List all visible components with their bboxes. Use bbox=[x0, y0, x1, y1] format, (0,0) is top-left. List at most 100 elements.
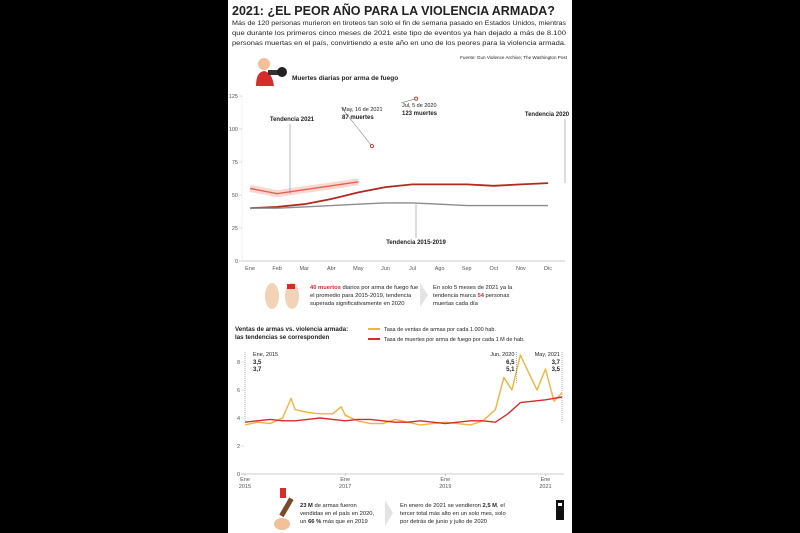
fact-line: tendencia marca 54 personas bbox=[433, 293, 509, 299]
x-tick-label: Ene bbox=[440, 477, 450, 483]
fact-text: de armas fueron bbox=[313, 503, 357, 509]
fact-text: En enero de 2021 se vendieron bbox=[400, 503, 483, 509]
trend-line bbox=[250, 202, 548, 209]
point-value: 87 muertes bbox=[342, 115, 374, 121]
intro-line: personas muertas en el país, convirtiend… bbox=[232, 40, 566, 47]
fact-text: vendidas en el país en 2020, bbox=[300, 511, 375, 517]
title: 2021: ¿EL PEOR AÑO PARA LA VIOLENCIA ARM… bbox=[232, 3, 555, 18]
x-tick-label: Abr bbox=[327, 266, 336, 272]
x-tick-label: Nov bbox=[516, 266, 526, 272]
fact-text: 40 muertos bbox=[310, 285, 341, 291]
annotation-value: 3,7 bbox=[552, 360, 561, 366]
y-tick-label: 6 bbox=[237, 388, 240, 394]
shooter-icon bbox=[256, 58, 287, 86]
fact-text: , el bbox=[497, 503, 505, 509]
x-tick-label: Jun bbox=[381, 266, 390, 272]
fact-line: muertas cada día bbox=[433, 301, 479, 307]
annotation-date: Jun, 2020 bbox=[490, 352, 514, 358]
y-tick-label: 0 bbox=[237, 472, 240, 478]
fact-text: personas bbox=[484, 293, 510, 299]
x-tick-label: Mar bbox=[299, 266, 309, 272]
fact-line: En enero de 2021 se vendieron 2,5 M, el bbox=[400, 503, 505, 509]
fact-text: el promedio para 2015-2019, tendencia bbox=[310, 293, 412, 299]
arrow bbox=[420, 283, 428, 307]
fact-line: tercer total más alto en un solo mes, so… bbox=[400, 511, 506, 517]
chart-title: las tendencias se corresponden bbox=[235, 334, 329, 341]
fact-line: 23 M de armas fueron bbox=[300, 503, 357, 509]
logo bbox=[556, 500, 564, 520]
panel bbox=[228, 0, 572, 533]
trend-line bbox=[249, 182, 549, 210]
annotation-value: 3,7 bbox=[253, 367, 262, 373]
x-tick-label: Sep bbox=[462, 266, 472, 272]
arrow bbox=[385, 500, 393, 526]
x-tick-label: Ene bbox=[240, 477, 250, 483]
fact-text: tendencia marca bbox=[433, 293, 477, 299]
fact-text: 54 bbox=[477, 293, 484, 299]
fact-text: un bbox=[300, 519, 308, 525]
x-tick-label: Jul bbox=[409, 266, 416, 272]
annotation-value: 6,5 bbox=[506, 360, 515, 366]
fact-line: 40 muertos diarios por arma de fuego fue bbox=[310, 285, 418, 291]
x-tick-label: Ene bbox=[245, 266, 255, 272]
leader bbox=[340, 106, 373, 147]
point-date: May, 16 de 2021 bbox=[342, 107, 383, 113]
highlight-point bbox=[369, 144, 374, 149]
fact-text: por detrás de junio y julio de 2020 bbox=[400, 519, 487, 525]
legend-label: Tasa de ventas de armas por cada 1.000 h… bbox=[384, 327, 496, 333]
point-value: 123 muertes bbox=[402, 111, 438, 117]
x-tick-year: 2021 bbox=[539, 484, 551, 490]
series-line bbox=[244, 396, 563, 425]
fact-text: 2,5 M bbox=[483, 503, 498, 509]
chart-title: Muertes diarias por arma de fuego bbox=[292, 75, 398, 82]
annotation-value: 3,5 bbox=[552, 367, 561, 373]
x-tick-label: Ene bbox=[541, 477, 551, 483]
source: Fuente: Gun Violence Archive; The Washin… bbox=[460, 55, 568, 60]
fact-text: superada significativamente en 2020 bbox=[310, 301, 404, 307]
fact-line: un 66 % más que en 2019 bbox=[300, 519, 368, 525]
x-tick-label: Ene bbox=[340, 477, 350, 483]
trend-line bbox=[249, 181, 359, 195]
intro-line: que durante los primeros cinco meses de … bbox=[232, 30, 566, 37]
y-tick-label: 25 bbox=[232, 226, 238, 232]
highlight-point bbox=[414, 96, 419, 101]
y-tick-label: 75 bbox=[232, 160, 238, 166]
y-tick-label: 4 bbox=[237, 416, 240, 422]
chart-title: Ventas de armas vs. violencia armada: bbox=[235, 326, 348, 333]
annotation-value: 5,1 bbox=[506, 367, 515, 373]
legend-label: Tendencia 2015-2019 bbox=[386, 240, 446, 246]
y-tick-label: 8 bbox=[237, 360, 240, 366]
x-tick-label: Feb bbox=[272, 266, 281, 272]
x-tick-label: Dic bbox=[544, 266, 552, 272]
annotation-value: 3,5 bbox=[253, 360, 262, 366]
x-tick-year: 2017 bbox=[339, 484, 351, 490]
x-tick-label: Ago bbox=[435, 266, 445, 272]
fact-text: 23 M bbox=[300, 503, 313, 509]
fact-line: superada significativamente en 2020 bbox=[310, 301, 404, 307]
fact-text: diarios por arma de fuego fue bbox=[341, 285, 418, 291]
fact-line: el promedio para 2015-2019, tendencia bbox=[310, 293, 412, 299]
legend-label: Tendencia 2021 bbox=[270, 117, 315, 123]
gun-icon bbox=[274, 488, 294, 530]
fact-text: 66 % bbox=[308, 519, 321, 525]
intro-line: Más de 120 personas murieron en tiroteos… bbox=[232, 20, 567, 27]
fact-line: por detrás de junio y julio de 2020 bbox=[400, 519, 487, 525]
annotation-date: Ene, 2015 bbox=[253, 352, 278, 358]
leader bbox=[400, 98, 417, 104]
fact-line: En solo 5 meses de 2021 ya la bbox=[433, 285, 513, 291]
legend-label: Tendencia 2020 bbox=[525, 112, 570, 118]
point-date: Jul, 5 de 2020 bbox=[402, 103, 437, 109]
x-tick-year: 2015 bbox=[239, 484, 251, 490]
y-tick-label: 0 bbox=[235, 259, 238, 265]
y-tick-label: 100 bbox=[229, 127, 238, 133]
y-tick-label: 50 bbox=[232, 193, 238, 199]
legend-label: Tasa de muertes por arma de fuego por ca… bbox=[384, 337, 525, 343]
x-tick-label: Oct bbox=[490, 266, 499, 272]
fact-text: tercer total más alto en un solo mes, so… bbox=[400, 511, 506, 517]
fact-text: más que en 2019 bbox=[321, 519, 367, 525]
fact-text: En solo 5 meses de 2021 ya la bbox=[433, 285, 513, 291]
x-tick-year: 2019 bbox=[439, 484, 451, 490]
y-tick-label: 2 bbox=[237, 444, 240, 450]
